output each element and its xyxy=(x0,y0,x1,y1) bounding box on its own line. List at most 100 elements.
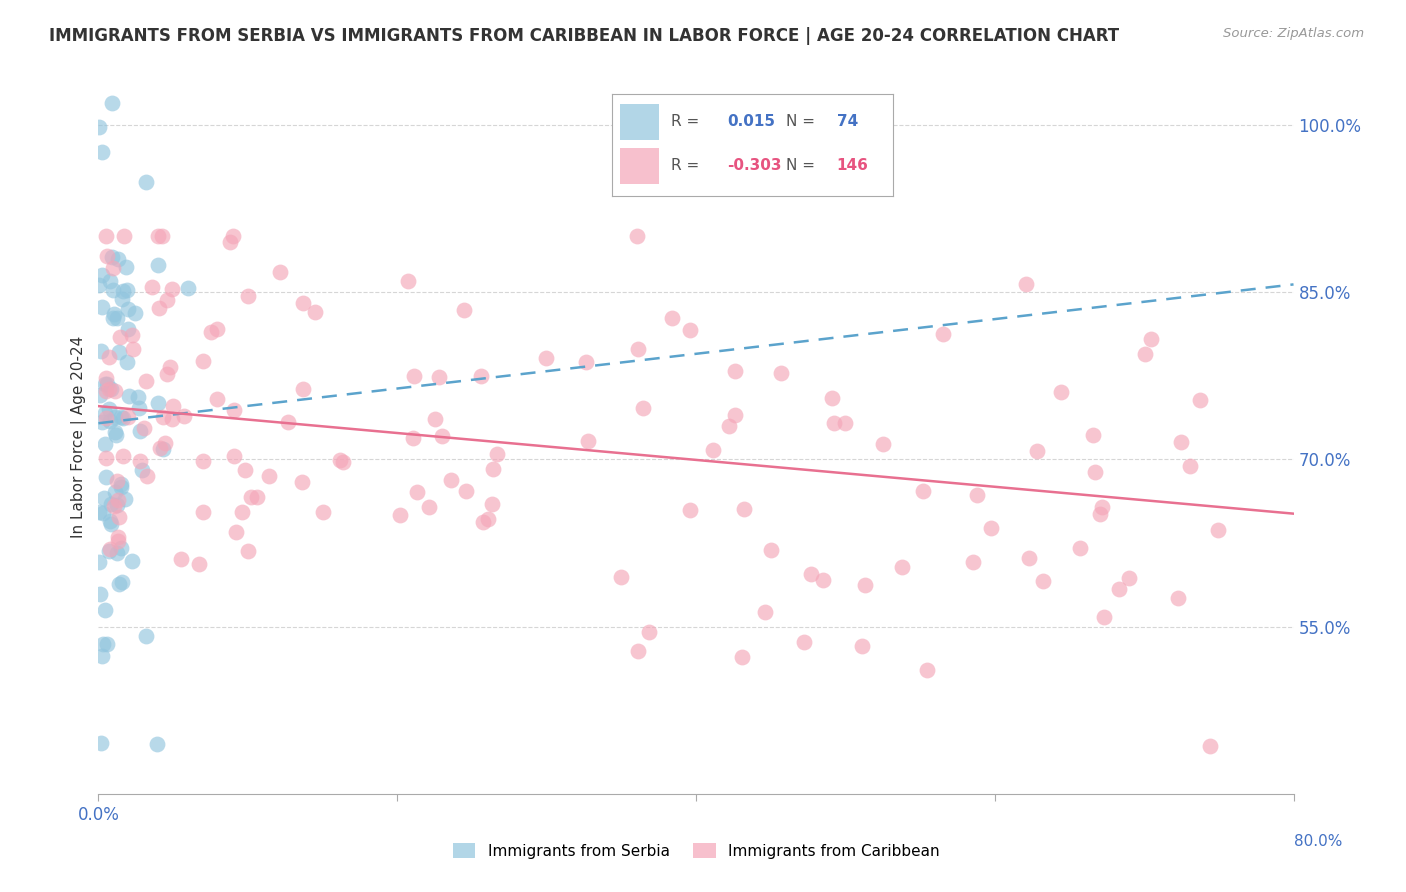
Point xyxy=(396,274,419,288)
Point xyxy=(1088,508,1111,522)
Point xyxy=(219,235,242,250)
Point xyxy=(188,558,211,572)
Point xyxy=(160,412,183,426)
Text: Source: ZipAtlas.com: Source: ZipAtlas.com xyxy=(1223,27,1364,40)
Point xyxy=(222,402,245,417)
Point xyxy=(1018,550,1040,565)
Point xyxy=(94,411,117,425)
Point xyxy=(679,503,702,517)
Point xyxy=(94,384,117,399)
Point xyxy=(200,325,222,339)
Point xyxy=(1015,277,1038,291)
Point xyxy=(93,491,115,505)
Point xyxy=(661,311,683,326)
Point xyxy=(127,390,149,404)
Point xyxy=(724,364,747,378)
Text: IMMIGRANTS FROM SERBIA VS IMMIGRANTS FROM CARIBBEAN IN LABOR FORCE | AGE 20-24 C: IMMIGRANTS FROM SERBIA VS IMMIGRANTS FRO… xyxy=(49,27,1119,45)
Point xyxy=(1188,392,1211,407)
Point xyxy=(418,500,440,515)
Point xyxy=(679,323,702,337)
Point xyxy=(1081,428,1104,442)
Point xyxy=(191,354,214,368)
Point xyxy=(117,409,139,424)
Point xyxy=(104,409,127,424)
Point xyxy=(110,480,132,494)
Point xyxy=(90,343,112,358)
Point xyxy=(481,497,503,511)
Point xyxy=(152,442,174,456)
Point xyxy=(87,505,110,519)
Text: 80.0%: 80.0% xyxy=(1295,834,1343,849)
Point xyxy=(800,566,823,581)
Text: 0.015: 0.015 xyxy=(727,114,775,129)
Point xyxy=(103,307,125,321)
Point xyxy=(115,260,138,275)
Point xyxy=(107,530,129,544)
Point xyxy=(101,95,124,110)
Point xyxy=(135,469,157,483)
Point xyxy=(148,301,170,315)
Point xyxy=(388,508,411,522)
Point xyxy=(104,484,127,499)
Point xyxy=(97,401,120,416)
Point xyxy=(141,280,163,294)
Point xyxy=(90,268,112,282)
Point xyxy=(485,447,508,461)
Point xyxy=(112,449,135,463)
Point xyxy=(1091,500,1114,514)
Point xyxy=(134,421,156,435)
Point xyxy=(107,252,129,267)
Point xyxy=(91,506,114,520)
Point xyxy=(89,586,111,600)
Point xyxy=(1199,739,1222,754)
Point xyxy=(107,310,129,325)
Point xyxy=(162,399,184,413)
Point xyxy=(631,401,654,416)
Point xyxy=(911,483,934,498)
Point xyxy=(128,401,150,415)
Point xyxy=(754,606,776,620)
Point xyxy=(91,637,114,651)
Point xyxy=(477,512,499,526)
Point xyxy=(111,292,134,306)
Point xyxy=(159,360,181,375)
Point xyxy=(1026,444,1049,458)
Point xyxy=(238,544,260,558)
Point xyxy=(1208,523,1230,537)
Point xyxy=(117,284,139,298)
Point xyxy=(89,388,111,402)
Point xyxy=(1069,541,1091,555)
Point xyxy=(111,575,134,590)
Point xyxy=(100,517,122,532)
Text: N =: N = xyxy=(786,114,815,129)
Point xyxy=(110,541,132,555)
Point xyxy=(90,145,112,160)
Point xyxy=(96,377,118,392)
Point xyxy=(231,505,253,519)
Point xyxy=(834,416,856,430)
Point xyxy=(233,463,256,477)
Point xyxy=(98,514,121,528)
Point xyxy=(269,265,291,279)
Point xyxy=(332,455,354,469)
Text: R =: R = xyxy=(671,114,699,129)
Point xyxy=(105,474,128,488)
Point xyxy=(124,306,146,320)
Point xyxy=(89,120,111,134)
Point xyxy=(107,345,129,359)
Point xyxy=(148,395,170,409)
Point xyxy=(112,229,135,244)
Point xyxy=(108,510,131,524)
Point xyxy=(107,546,129,560)
Point xyxy=(731,649,754,664)
Point xyxy=(98,541,121,556)
Point xyxy=(637,625,659,640)
Point xyxy=(427,369,450,384)
Point xyxy=(96,469,118,483)
Point xyxy=(110,477,132,491)
Point xyxy=(966,488,988,502)
Point xyxy=(851,640,873,654)
Point xyxy=(823,416,845,430)
Point xyxy=(105,428,128,442)
Point xyxy=(118,389,141,403)
